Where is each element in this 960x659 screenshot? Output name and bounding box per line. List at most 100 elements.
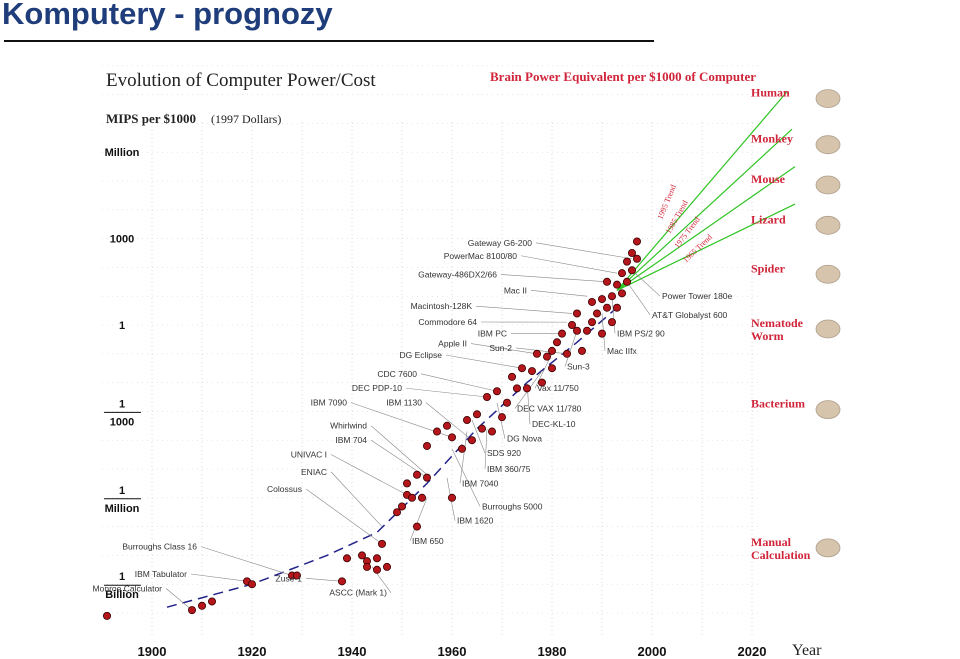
y-tick-label: 1 [119, 571, 125, 583]
annotation-leader [564, 330, 578, 367]
data-point [442, 421, 451, 430]
brain-level-label: Lizard [751, 212, 786, 226]
title-underline [4, 40, 654, 42]
brain-level-icon [815, 175, 841, 195]
annotation-label: Burroughs Class 16 [122, 542, 197, 552]
data-point [573, 309, 582, 318]
data-point [628, 266, 637, 275]
data-point [497, 413, 506, 422]
annotation-label: Whirlwind [330, 421, 367, 431]
annotation-leader [520, 255, 618, 274]
y-tick-label: 1000 [110, 234, 134, 246]
data-point [207, 597, 216, 606]
annotation-leader [626, 281, 651, 315]
brain-level-label-line: Calculation [751, 548, 811, 562]
annotation-leader [405, 387, 488, 398]
x-tick-label: 1920 [238, 644, 267, 659]
annotation-labels: Monroe Calculator IBM Tabulator Burroughs … [93, 238, 733, 598]
data-point [382, 562, 391, 571]
data-point [613, 280, 622, 289]
x-tick-label: 1900 [138, 644, 167, 659]
x-tick-label: 1940 [338, 644, 367, 659]
annotation-leader [535, 242, 633, 260]
annotation-label: IBM 650 [412, 536, 444, 546]
annotation-leader [471, 419, 486, 454]
data-point [523, 384, 532, 393]
x-tick-label: 2020 [738, 644, 767, 659]
data-point [407, 493, 416, 502]
annotation-label: Power Tower 180e [662, 291, 733, 301]
annotation-leader [451, 448, 481, 507]
brain-level-icon [815, 89, 841, 108]
annotation-leader [165, 588, 193, 611]
brain-level-label: Monkey [751, 132, 793, 146]
annotation-leader [500, 274, 608, 283]
annotation-label: Mac II [504, 285, 527, 295]
y-tick-label-denominator: 1000 [110, 416, 134, 428]
brain-level-label-line: Lizard [751, 212, 786, 226]
historical-trend-curve [166, 307, 618, 608]
annotation-label: Mac IIfx [607, 346, 638, 356]
data-point [608, 318, 617, 327]
data-point [412, 470, 421, 479]
annotation-leader [420, 373, 498, 392]
annotation-label: UNIVAC I [291, 449, 327, 459]
annotation-leader [445, 354, 523, 369]
data-point [422, 441, 431, 450]
trend-line [616, 91, 788, 291]
data-point [462, 416, 471, 425]
annotation-label: IBM 1620 [457, 516, 494, 526]
brain-level-label: Bacterium [751, 397, 805, 411]
data-point [583, 326, 592, 335]
data-point [472, 410, 481, 419]
data-point [578, 346, 587, 355]
annotation-leader [631, 270, 661, 297]
data-point [568, 320, 577, 329]
brain-level-label: Nematode Worm [751, 316, 804, 343]
annotation-label: Macintosh-128K [411, 301, 473, 311]
data-point [548, 364, 557, 373]
annotation-leader [330, 454, 408, 496]
data-point [507, 372, 516, 381]
brain-level-label-line: Worm [751, 329, 784, 343]
brain-level-label: Spider [751, 261, 786, 275]
annotation-label: IBM 360/75 [487, 464, 531, 474]
data-point [618, 289, 627, 298]
data-point [197, 601, 206, 610]
x-tick-label: 1960 [438, 644, 467, 659]
data-point [603, 277, 612, 286]
data-point [392, 508, 401, 517]
annotation-label: AT&T Globalyst 600 [652, 310, 728, 320]
data-point [618, 269, 627, 278]
data-point [513, 384, 522, 393]
annotation-leader [475, 305, 573, 314]
data-point [362, 562, 371, 571]
data-point [613, 303, 622, 312]
annotation-leader [425, 402, 473, 441]
annotation-leader [200, 546, 293, 576]
annotation-label: ASCC (Mark 1) [329, 588, 387, 598]
data-points [103, 237, 642, 620]
y-axis-ticks: Million 1000 1 1 1000 1 Million 1 Billion [104, 147, 141, 601]
x-tick-label: 2000 [638, 644, 667, 659]
annotation-leader [470, 343, 538, 355]
data-point [548, 346, 557, 355]
y-axis-note: (1997 Dollars) [211, 112, 281, 126]
data-point [603, 303, 612, 312]
annotation-leader [305, 488, 383, 545]
data-point [397, 502, 406, 511]
data-point [593, 309, 602, 318]
brain-level-label-line: Monkey [751, 132, 793, 146]
annotation-label: Burroughs 5000 [482, 501, 543, 511]
annotation-label: IBM PS/2 90 [617, 329, 665, 339]
annotation-label: IBM 1130 [386, 398, 422, 408]
annotation-label: CDC 7600 [377, 369, 417, 379]
data-point [372, 554, 381, 563]
annotation-leader [409, 497, 428, 541]
annotation-leader [459, 431, 468, 484]
y-tick-label: Million [105, 147, 140, 159]
data-point [487, 427, 496, 436]
brain-level-icon [815, 135, 841, 155]
brain-level-label-line: Bacterium [751, 397, 805, 411]
annotation-leaders [165, 242, 661, 611]
